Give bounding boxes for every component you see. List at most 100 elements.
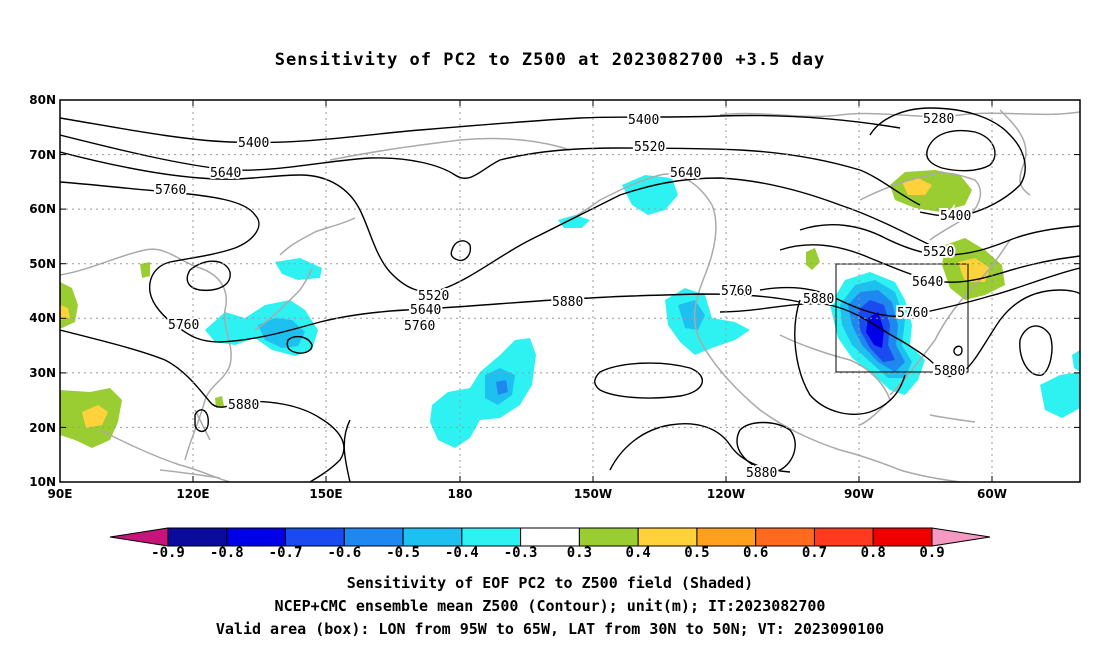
shade-right-edge <box>1072 350 1080 372</box>
coast-caribbean <box>929 414 976 423</box>
contour-closed-atlantic <box>1019 325 1053 376</box>
lat-label: 70N <box>29 148 56 162</box>
shade-tibet-small <box>140 262 150 278</box>
contour-label: 5520 <box>418 289 449 304</box>
colorbar-swatch <box>872 527 933 547</box>
coast-east-asia <box>60 248 232 461</box>
caption-line-1: Sensitivity of EOF PC2 to Z500 field (Sh… <box>346 574 754 592</box>
caption-line-2: NCEP+CMC ensemble mean Z500 (Contour); u… <box>274 597 826 615</box>
contour-label: 5760 <box>404 319 435 334</box>
colorbar-tick-label: 0.4 <box>626 545 651 561</box>
colorbar-swatch <box>520 527 580 547</box>
coast-gulf <box>779 334 891 426</box>
lat-label: 50N <box>29 257 56 271</box>
contour-5760-west <box>60 181 801 343</box>
colorbar-tick-label: 0.5 <box>684 545 709 561</box>
contour-closed-asia <box>186 260 231 292</box>
contour-5760-east <box>759 267 1080 318</box>
lon-label: 90W <box>844 487 874 501</box>
contour-5400-west <box>60 114 901 144</box>
colorbar-swatch <box>637 527 698 547</box>
lat-label: 10N <box>29 475 56 489</box>
contour-label: 5280 <box>923 112 954 127</box>
contour-label: 5880 <box>934 364 965 379</box>
contour-label: 5640 <box>670 166 701 181</box>
z500-contours <box>60 107 1080 482</box>
lon-label: 60W <box>977 487 1007 501</box>
colorbar-tick-label: -0.4 <box>445 545 479 561</box>
colorbar-tick-label: -0.7 <box>269 545 303 561</box>
lat-axis: 80N 70N 60N 50N 40N 30N 20N 10N <box>29 93 56 489</box>
colorbar-swatch <box>461 527 522 547</box>
colorbar-tick-label: -0.9 <box>151 545 185 561</box>
lon-label: 150E <box>309 487 342 501</box>
coast-na-west <box>693 204 841 451</box>
contour-label: 5520 <box>634 140 665 155</box>
lon-label: 180 <box>447 487 472 501</box>
grid-lines <box>60 100 1080 482</box>
colorbar-swatch <box>755 527 815 547</box>
colorbar-swatch <box>402 527 463 547</box>
colorbar-tick-label: 0.9 <box>919 545 944 561</box>
colorbar-tick-label: 0.8 <box>861 545 886 561</box>
contour-closed-scs <box>194 409 209 433</box>
colorbar-swatch <box>167 527 228 547</box>
colorbar-swatch <box>343 527 404 547</box>
shade-kamchatka <box>275 258 322 280</box>
colorbar-tick-label: 0.3 <box>567 545 592 561</box>
contour-label: 5400 <box>940 209 971 224</box>
colorbar-tick-label: -0.6 <box>327 545 361 561</box>
contour-label: 5640 <box>912 275 943 290</box>
map-background <box>60 100 1080 482</box>
shade-asia-inner <box>60 305 70 320</box>
colorbar-tick-label: 0.7 <box>802 545 827 561</box>
tick-marks <box>60 99 1080 482</box>
shade-hudson-positive-inner <box>902 178 932 195</box>
colorbar-low-arrow <box>109 527 169 547</box>
shade-scs-small <box>215 396 224 408</box>
caption-line-3: Valid area (box): LON from 95W to 65W, L… <box>215 620 885 638</box>
contour-closed-japan <box>286 335 313 354</box>
lon-label: 90E <box>48 487 73 501</box>
lat-label: 60N <box>29 202 56 216</box>
contour-label: 5520 <box>923 245 954 260</box>
colorbar-tick-label: -0.8 <box>210 545 244 561</box>
colorbar-tick-label: -0.5 <box>386 545 420 561</box>
colorbar-swatch <box>813 527 874 547</box>
sensitivity-shading <box>60 170 1080 448</box>
shade-bc-small <box>558 215 590 228</box>
contour-pacific-high <box>343 419 351 482</box>
contour-5280-loop <box>926 129 996 172</box>
colorbar-swatch <box>285 527 345 547</box>
contour-label: 5880 <box>803 292 834 307</box>
shade-alaska <box>622 175 678 215</box>
contour-label: 5880 <box>552 295 583 310</box>
colorbar-swatch <box>226 527 287 547</box>
contour-label: 5640 <box>210 166 241 181</box>
lon-label: 120W <box>707 487 745 501</box>
colorbar-tick-label: 0.6 <box>743 545 768 561</box>
contour-5880-east <box>719 289 1080 378</box>
contour-5640-east <box>779 244 1080 283</box>
coast-kamchatka <box>279 217 356 256</box>
contour-label: 5400 <box>628 113 659 128</box>
coast-arctic-canada <box>719 111 1080 118</box>
lon-axis: 90E 120E 150E 180 150W 120W 90W 60W <box>48 487 1007 501</box>
contour-label: 5880 <box>746 466 777 481</box>
map-frame <box>59 99 1081 483</box>
coast-siberia <box>329 137 571 161</box>
colorbar-swatch <box>696 527 757 547</box>
lat-label: 80N <box>29 93 56 107</box>
colorbar: -0.9 -0.8 -0.7 -0.6 -0.5 -0.4 -0.3 0.3 0.4 0.5 0.6… <box>109 527 991 561</box>
shade-india-inner <box>82 405 108 428</box>
contour-label: 5760 <box>168 318 199 333</box>
colorbar-tick-label: -0.3 <box>504 545 538 561</box>
contour-label: 5760 <box>721 284 752 299</box>
contour-5400-east <box>869 107 1026 217</box>
shade-pacific-negative <box>430 338 536 448</box>
contour-closed-siberia <box>450 240 472 262</box>
shade-eastus-5 <box>866 312 884 348</box>
coast-japan <box>254 267 313 331</box>
contour-5880-gulf <box>794 299 906 415</box>
